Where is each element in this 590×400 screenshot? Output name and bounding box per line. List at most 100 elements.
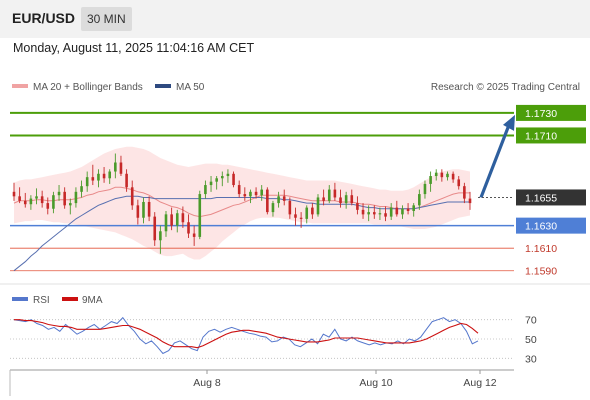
candle-body-9 — [63, 191, 66, 206]
candle-body-28 — [170, 214, 173, 226]
candle-31 — [187, 214, 190, 239]
level-badge-2 — [516, 217, 586, 234]
candle-81 — [468, 191, 472, 210]
candle-body-80 — [463, 186, 466, 199]
candle-56 — [327, 185, 331, 204]
rsi-legend-label: RSI — [33, 295, 50, 306]
ma50-legend-swatch — [155, 84, 171, 88]
ma50-line — [13, 195, 470, 272]
candle-body-62 — [361, 209, 365, 215]
candle-11 — [74, 187, 78, 208]
candle-24 — [147, 196, 151, 222]
candle-54 — [316, 194, 320, 217]
candle-body-67 — [389, 207, 393, 217]
candle-body-0 — [12, 191, 16, 197]
candle-body-46 — [271, 203, 275, 213]
level-label-1: 1.1710 — [525, 130, 557, 142]
candle-12 — [80, 180, 83, 198]
moving-averages — [13, 186, 470, 272]
candle-body-52 — [305, 207, 309, 219]
candle-body-56 — [327, 189, 331, 201]
candle-4 — [35, 188, 38, 205]
x-tick-label-1: Aug 10 — [359, 377, 392, 389]
ma20-legend-label: MA 20 + Bollinger Bands — [33, 82, 143, 93]
candle-body-48 — [282, 196, 286, 201]
rsi-series-1 — [14, 319, 479, 349]
candle-body-47 — [277, 196, 280, 204]
candle-body-68 — [395, 207, 399, 215]
candle-25 — [153, 212, 157, 246]
candle-36 — [215, 176, 218, 190]
candle-body-32 — [192, 233, 196, 237]
candle-52 — [305, 205, 309, 224]
candle-72 — [418, 189, 421, 210]
candle-body-40 — [237, 185, 241, 195]
current-price-badge — [516, 189, 586, 206]
candle-body-14 — [91, 177, 95, 181]
candle-body-50 — [294, 214, 297, 218]
candle-body-53 — [311, 207, 314, 215]
level-badge-0 — [516, 104, 586, 121]
ma20-line — [13, 186, 470, 218]
candle-27 — [164, 210, 168, 237]
candle-61 — [356, 196, 359, 215]
candle-33 — [198, 190, 202, 240]
level-label-4: 1.1590 — [525, 266, 557, 278]
candle-80 — [463, 182, 466, 204]
candle-40 — [237, 180, 241, 198]
candle-body-41 — [243, 194, 247, 197]
candle-43 — [254, 187, 258, 199]
candle-body-17 — [108, 171, 112, 179]
candle-9 — [63, 187, 66, 209]
candle-body-24 — [147, 201, 151, 217]
timeframe-button[interactable]: 30 MIN — [81, 7, 132, 31]
candles — [12, 153, 472, 254]
candle-62 — [361, 203, 365, 219]
candle-74 — [429, 171, 432, 192]
candle-1 — [18, 187, 21, 204]
candle-body-57 — [333, 189, 337, 198]
candle-69 — [401, 205, 404, 219]
rsi-ma-legend-swatch — [62, 297, 78, 301]
candle-body-78 — [451, 173, 455, 180]
candle-7 — [52, 191, 55, 214]
candle-64 — [372, 205, 376, 219]
level-label-2: 1.1630 — [525, 221, 557, 233]
candle-body-81 — [468, 198, 472, 204]
price-levels — [10, 111, 514, 272]
candle-45 — [266, 187, 269, 215]
candle-body-30 — [181, 213, 185, 223]
candle-13 — [85, 171, 89, 192]
candle-body-10 — [68, 203, 72, 206]
candle-6 — [46, 197, 50, 215]
level-badge-1 — [516, 127, 586, 144]
candle-body-35 — [209, 181, 213, 186]
candle-10 — [68, 198, 72, 215]
candle-body-5 — [40, 196, 44, 204]
candle-67 — [389, 203, 393, 220]
forecast — [478, 114, 515, 199]
x-tick-label-0: Aug 8 — [193, 377, 221, 389]
candle-body-2 — [23, 200, 27, 205]
candle-70 — [406, 203, 410, 215]
ma20-legend-swatch — [12, 84, 28, 88]
candle-2 — [23, 192, 27, 208]
datetime-label: Monday, August 11, 2025 11:04:16 AM CET — [13, 41, 255, 55]
candle-body-61 — [356, 203, 359, 210]
candle-body-29 — [175, 213, 179, 226]
candle-65 — [378, 207, 382, 220]
candle-body-25 — [153, 216, 157, 241]
candle-body-70 — [406, 208, 410, 211]
candle-0 — [12, 182, 16, 201]
candle-body-4 — [35, 196, 38, 199]
candle-body-11 — [74, 191, 78, 204]
candle-body-6 — [46, 203, 50, 209]
candle-58 — [339, 189, 342, 208]
candle-5 — [40, 190, 44, 208]
candle-14 — [91, 164, 95, 186]
candle-body-44 — [260, 189, 264, 196]
rsi-ma-legend-label: 9MA — [82, 295, 103, 306]
candle-39 — [232, 171, 235, 188]
candle-66 — [384, 206, 387, 222]
